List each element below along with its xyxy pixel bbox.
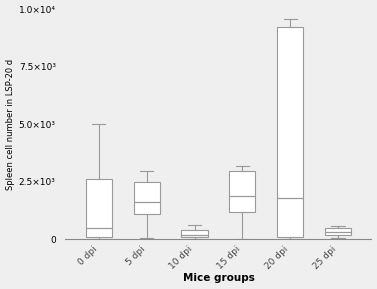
PathPatch shape xyxy=(277,27,303,238)
PathPatch shape xyxy=(229,171,256,212)
Y-axis label: Spleen cell number in LSP-20 d: Spleen cell number in LSP-20 d xyxy=(6,59,15,190)
X-axis label: Mice groups: Mice groups xyxy=(182,273,254,284)
PathPatch shape xyxy=(86,179,112,237)
PathPatch shape xyxy=(181,230,208,237)
PathPatch shape xyxy=(133,182,160,214)
PathPatch shape xyxy=(325,228,351,235)
